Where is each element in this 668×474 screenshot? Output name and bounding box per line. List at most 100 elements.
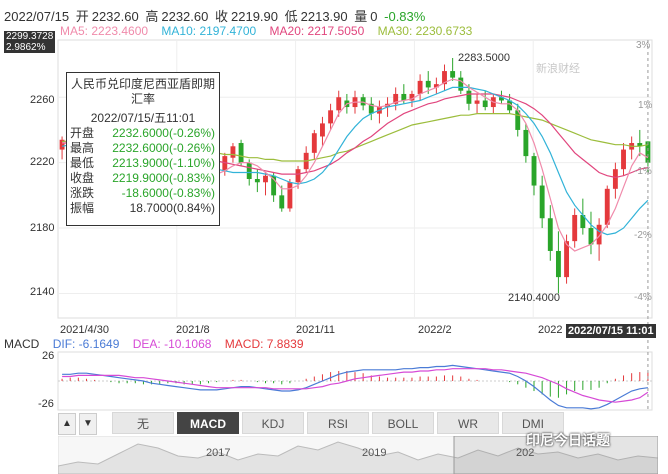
dif-label: DIF: -6.1649 (52, 337, 120, 351)
low-value: 2213.90 (300, 9, 348, 24)
tab-dmi[interactable]: DMI (502, 412, 564, 434)
range-navigator[interactable] (58, 436, 658, 474)
tab-wr[interactable]: WR (437, 412, 499, 434)
right-label-m4: -4% (634, 292, 652, 303)
x-label-2: 2021/8 (176, 324, 210, 336)
candle-body (474, 100, 480, 104)
y-label-2260: 2260 (30, 94, 55, 106)
candle-body (547, 218, 553, 251)
dif-line (62, 364, 648, 410)
candle-body (564, 241, 570, 278)
ohlc-tooltip: 人民币兑印度尼西亚盾即期汇率 2022/07/15/五11:01 开盘 2232… (66, 72, 220, 226)
candle-body (531, 156, 537, 186)
candle-body (230, 146, 236, 158)
tooltip-row: 开盘 2232.6000(-0.26%) (67, 126, 219, 141)
navigator-area (58, 441, 658, 474)
candle-body (596, 224, 602, 245)
candle-body (336, 97, 342, 111)
candle-body (59, 139, 65, 150)
candle-body (499, 97, 504, 101)
high-annotation: 2283.5000 (458, 52, 510, 64)
ma10-label: MA10: 2197.4700 (161, 24, 257, 38)
tab-none[interactable]: 无 (112, 412, 174, 434)
candle-body (328, 110, 334, 124)
candle-body (482, 100, 488, 108)
nav-year-2019: 2019 (362, 447, 387, 459)
candle-body (555, 250, 561, 278)
y-label-2220: 2220 (30, 156, 55, 168)
candle-body (442, 71, 447, 85)
x-label-1: 2021/4/30 (60, 324, 109, 336)
volume-value: 0 (370, 9, 378, 24)
candle-body (222, 156, 228, 171)
low-annotation: 2140.4000 (508, 292, 560, 304)
navigator-window[interactable] (453, 436, 658, 474)
sina-watermark: 新浪财经 (536, 63, 580, 75)
tab-kdj[interactable]: KDJ (242, 412, 304, 434)
candle-body (450, 71, 456, 78)
scroll-down-button[interactable]: ▼ (79, 413, 97, 435)
tooltip-key: 最高 (70, 141, 95, 155)
tooltip-row: 最低 2213.9000(-1.10%) (67, 156, 219, 171)
close-label: 收 (214, 9, 228, 24)
candle-body (572, 214, 578, 242)
y-label-2140: 2140 (30, 286, 55, 298)
tab-rsi[interactable]: RSI (307, 412, 369, 434)
candle-body (588, 228, 594, 245)
header-date: 2022/07/15 (4, 9, 70, 24)
left-price-pct: 2.9862% (6, 42, 46, 53)
candle-body (360, 97, 366, 106)
ma-legend: MA5: 2223.4600 MA10: 2197.4700 MA20: 221… (60, 24, 482, 38)
tab-macd[interactable]: MACD (177, 412, 239, 434)
candle-body (621, 149, 626, 170)
candle-body (539, 185, 545, 219)
dea-label: DEA: -10.1068 (132, 337, 212, 351)
tooltip-value: -18.6000(-0.83%) (121, 186, 215, 200)
close-value: 2219.90 (231, 9, 278, 24)
candle-body (458, 77, 464, 91)
tooltip-row: 振幅 18.7000(0.84%) (67, 201, 219, 216)
candle-body (393, 93, 399, 104)
tooltip-key: 开盘 (70, 126, 95, 140)
candle-body (580, 214, 586, 229)
tab-boll[interactable]: BOLL (372, 412, 434, 434)
y-label-2180: 2180 (30, 222, 55, 234)
tooltip-value: 18.7000(0.84%) (129, 201, 215, 215)
cursor-time-tag: 2022/07/15 11:01 (566, 324, 656, 338)
open-value: 2232.60 (91, 9, 139, 24)
indicator-tabs: 无 MACD KDJ RSI BOLL WR DMI (112, 412, 567, 434)
low-label: 低 (284, 9, 298, 24)
candle-body (515, 110, 521, 130)
scroll-up-button[interactable]: ▲ (58, 413, 76, 435)
candle-body (263, 175, 268, 183)
candle-body (433, 84, 439, 88)
candle-body (238, 143, 244, 163)
candle-body (507, 100, 513, 111)
left-price-tag: 2299.3728 2.9862% (4, 31, 56, 53)
high-label: 高 (145, 9, 159, 24)
macd-y-top: 26 (42, 350, 55, 362)
tooltip-time: 2022/07/15/五11:01 (90, 111, 196, 125)
tooltip-key: 最低 (70, 156, 95, 170)
tooltip-title: 人民币兑印度尼西亚盾即期汇率 (71, 77, 216, 106)
candle-body (604, 188, 610, 225)
candle-body (523, 129, 529, 157)
candle-body (254, 179, 260, 183)
tooltip-row: 涨跌 -18.6000(-0.83%) (67, 186, 219, 201)
candle-body (287, 182, 293, 209)
tooltip-value: 2213.9000(-1.10%) (112, 156, 215, 170)
open-label: 开 (75, 9, 89, 24)
change-pct: -0.83% (384, 9, 426, 24)
plot-frame (57, 39, 653, 319)
ma20-label: MA20: 2217.5050 (269, 24, 365, 38)
volume-label: 量 (354, 9, 368, 24)
candle-body (612, 169, 618, 189)
candle-body (409, 93, 415, 101)
candle-body (295, 169, 301, 183)
nav-arrows: ▲ ▼ (58, 413, 97, 435)
tooltip-value: 2232.6000(-0.26%) (112, 141, 215, 155)
tooltip-value: 2219.9000(-0.83%) (112, 171, 215, 185)
tooltip-key: 振幅 (70, 201, 95, 215)
x-label-4: 2022/2 (418, 324, 452, 336)
